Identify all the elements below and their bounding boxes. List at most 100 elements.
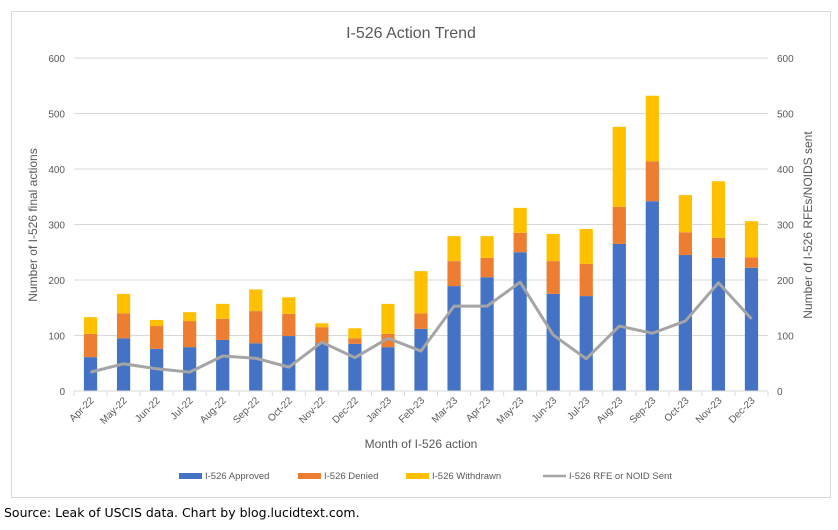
bar-i-526-approved-jan-23 bbox=[381, 347, 395, 391]
bar-i-526-withdrawn-nov-22 bbox=[315, 323, 329, 328]
bar-i-526-approved-mar-23 bbox=[447, 286, 461, 391]
bar-i-526-denied-aug-23 bbox=[612, 206, 626, 244]
y-tick-label: 300 bbox=[48, 221, 65, 232]
x-axis bbox=[73, 390, 769, 396]
legend-label: I-526 Withdrawn bbox=[432, 471, 501, 482]
bar-i-526-withdrawn-mar-23 bbox=[447, 236, 461, 262]
bar-i-526-denied-jul-22 bbox=[183, 321, 197, 348]
x-tick-label: Nov-23 bbox=[694, 395, 725, 426]
bar-i-526-approved-apr-22 bbox=[83, 357, 98, 391]
x-tick-label: Jun-22 bbox=[133, 395, 163, 425]
bar-i-526-approved-may-23 bbox=[513, 252, 527, 391]
x-tick-label: Jan-23 bbox=[365, 395, 395, 425]
y-tick-label: 400 bbox=[48, 165, 65, 176]
bar-i-526-denied-aug-22 bbox=[216, 318, 230, 340]
y2-tick-label: 200 bbox=[777, 276, 794, 287]
x-tick-label: Mar-23 bbox=[430, 395, 460, 425]
bar-i-526-withdrawn-jun-23 bbox=[546, 233, 560, 262]
x-tick-label: Oct-23 bbox=[662, 395, 691, 424]
bar-i-526-withdrawn-aug-23 bbox=[612, 126, 626, 207]
source-note: Source: Leak of USCIS data. Chart by blo… bbox=[4, 505, 360, 520]
bar-i-526-approved-sep-22 bbox=[249, 343, 263, 391]
y-tick-label: 200 bbox=[48, 276, 65, 287]
bar-i-526-withdrawn-feb-23 bbox=[414, 271, 428, 314]
bar-i-526-denied-may-23 bbox=[513, 232, 527, 253]
x-tick-label: May-23 bbox=[495, 395, 527, 427]
x-tick-label: Feb-23 bbox=[397, 395, 427, 425]
bar-i-526-approved-jul-22 bbox=[183, 347, 197, 391]
x-tick-label: Dec-23 bbox=[727, 395, 758, 426]
bar-i-526-denied-jun-22 bbox=[150, 326, 164, 349]
bar-i-526-denied-jul-23 bbox=[579, 263, 593, 297]
bar-i-526-approved-nov-23 bbox=[711, 257, 726, 391]
bar-i-526-denied-jun-23 bbox=[546, 261, 560, 294]
legend-label: I-526 Denied bbox=[324, 471, 378, 482]
bar-i-526-approved-nov-22 bbox=[315, 343, 329, 391]
x-tick-label: Sep-22 bbox=[231, 395, 262, 426]
x-tick-label: Sep-23 bbox=[628, 395, 659, 426]
legend-swatch bbox=[406, 473, 429, 479]
x-tick-label: Jun-23 bbox=[530, 395, 560, 425]
bar-i-526-denied-may-22 bbox=[116, 313, 131, 339]
chart-title: I-526 Action Trend bbox=[346, 25, 476, 42]
bar-i-526-approved-dec-22 bbox=[348, 343, 362, 391]
bar-i-526-approved-dec-23 bbox=[744, 267, 759, 391]
x-tick-label: May-22 bbox=[98, 395, 130, 427]
bar-i-526-withdrawn-dec-23 bbox=[744, 221, 759, 258]
bar-i-526-approved-sep-23 bbox=[645, 201, 659, 391]
bar-i-526-denied-oct-23 bbox=[678, 232, 692, 256]
y2-tick-label: 0 bbox=[777, 387, 783, 398]
bar-i-526-denied-apr-23 bbox=[480, 257, 494, 278]
legend-label: I-526 Approved bbox=[205, 471, 269, 482]
bar-i-526-denied-nov-23 bbox=[711, 237, 726, 258]
bar-i-526-withdrawn-jul-22 bbox=[183, 312, 197, 322]
bar-i-526-approved-apr-23 bbox=[480, 277, 494, 391]
y-tick-label: 100 bbox=[48, 332, 65, 343]
bar-i-526-denied-mar-23 bbox=[447, 261, 461, 287]
bar-i-526-withdrawn-jan-23 bbox=[381, 303, 395, 334]
y2-tick-label: 500 bbox=[777, 110, 794, 121]
y2-axis-label: Number of I-526 RFEs/NOIDS sent bbox=[801, 131, 815, 319]
y-tick-label: 500 bbox=[48, 110, 65, 121]
x-axis-tick-labels: Apr-22 May-22 Jun-22 Jul-22 Aug-22 Sep-22 Oct-… bbox=[68, 395, 758, 427]
y-axis-label: Number of I-526 final actions bbox=[26, 148, 40, 301]
bar-i-526-approved-aug-23 bbox=[612, 243, 626, 391]
y-tick-label: 0 bbox=[59, 387, 65, 398]
bar-i-526-denied-dec-22 bbox=[348, 338, 362, 344]
bar-i-526-approved-jun-23 bbox=[546, 293, 560, 391]
bar-i-526-withdrawn-oct-22 bbox=[282, 297, 296, 314]
bar-i-526-withdrawn-aug-22 bbox=[216, 303, 230, 319]
x-tick-label: Dec-22 bbox=[330, 395, 361, 426]
bar-i-526-approved-feb-23 bbox=[414, 328, 428, 391]
x-axis-label: Month of I-526 action bbox=[365, 437, 478, 451]
x-tick-label: Aug-22 bbox=[198, 395, 229, 426]
bar-i-526-denied-sep-22 bbox=[249, 311, 263, 344]
bar-i-526-denied-nov-22 bbox=[315, 327, 329, 344]
y2-tick-label: 400 bbox=[777, 165, 794, 176]
x-tick-label: Apr-23 bbox=[464, 395, 493, 424]
x-tick-label: Aug-23 bbox=[595, 395, 626, 426]
chart-container: I-526 Action Trend 0 100 200 300 400 500 600 0… bbox=[11, 11, 831, 498]
bar-i-526-denied-sep-23 bbox=[645, 161, 659, 202]
legend-label: I-526 RFE or NOID Sent bbox=[569, 471, 672, 482]
bar-i-526-denied-dec-23 bbox=[744, 257, 759, 268]
bar-i-526-withdrawn-oct-23 bbox=[678, 195, 692, 233]
y2-tick-label: 300 bbox=[777, 221, 794, 232]
y2-axis-ticks: 0 100 200 300 400 500 600 bbox=[777, 54, 794, 398]
bar-i-526-withdrawn-jun-22 bbox=[150, 319, 164, 327]
bar-i-526-withdrawn-may-22 bbox=[116, 293, 131, 314]
rfe-line bbox=[90, 280, 753, 374]
x-tick-label: Jul-22 bbox=[169, 395, 196, 422]
bar-i-526-approved-aug-22 bbox=[216, 339, 230, 391]
bar-i-526-denied-jan-23 bbox=[381, 333, 395, 348]
bar-i-526-withdrawn-jul-23 bbox=[579, 228, 593, 264]
legend-swatch bbox=[179, 473, 202, 479]
bar-i-526-withdrawn-dec-22 bbox=[348, 328, 362, 339]
bar-i-526-denied-apr-22 bbox=[83, 333, 98, 358]
x-tick-label: Nov-22 bbox=[297, 395, 328, 426]
y-axis-ticks: 0 100 200 300 400 500 600 bbox=[48, 54, 65, 398]
bar-i-526-denied-oct-22 bbox=[282, 313, 296, 337]
chart-svg: I-526 Action Trend 0 100 200 300 400 500 600 0… bbox=[26, 25, 815, 482]
bars bbox=[83, 95, 759, 391]
x-tick-label: Jul-23 bbox=[565, 395, 592, 422]
